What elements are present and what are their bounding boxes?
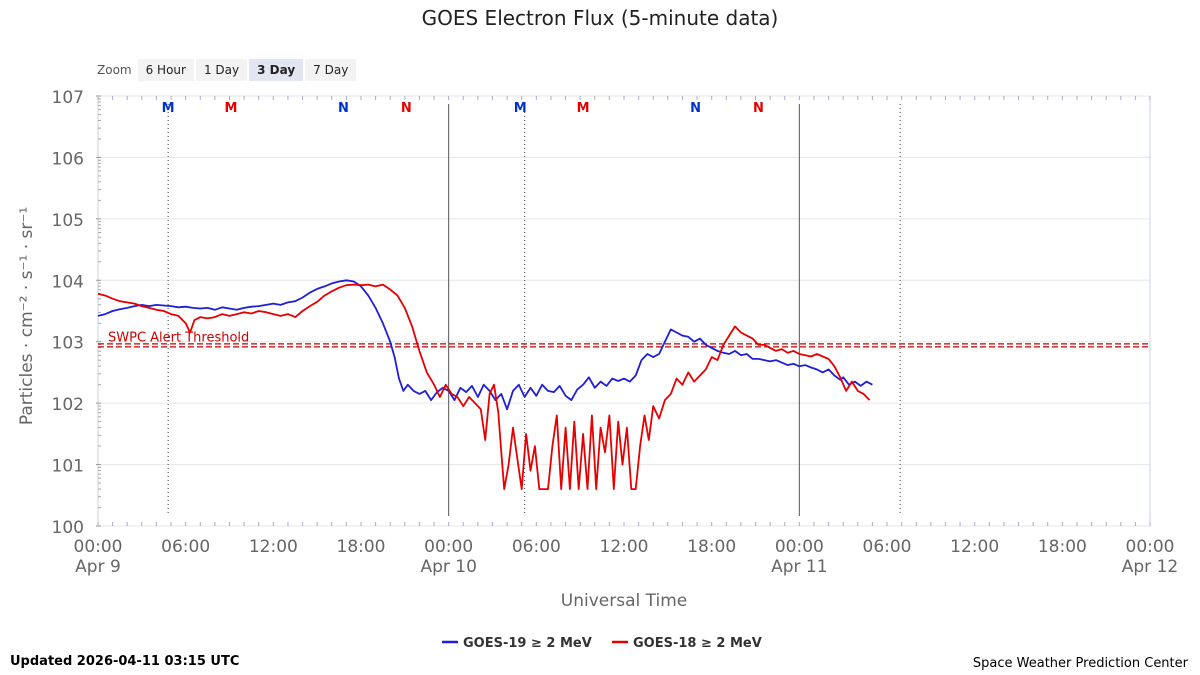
zoom-3-day-button[interactable]: 3 Day	[249, 59, 304, 81]
updated-timestamp: Updated 2026-04-11 03:15 UTC	[10, 654, 240, 669]
plot-area-border	[97, 95, 1151, 527]
x-tick-date-label: Apr 10	[420, 557, 476, 577]
x-tick-date-label: Apr 11	[771, 557, 827, 577]
series-line-goes-19	[97, 279, 873, 411]
y-tick-label: 100	[52, 518, 84, 538]
x-tick-time-label: 18:00	[337, 537, 386, 557]
y-tick-label: 105	[52, 211, 84, 231]
x-tick-time-label: 00:00	[775, 537, 824, 557]
x-tick-time-label: 06:00	[512, 537, 561, 557]
legend-item-label: GOES-19 ≥ 2 MeV	[463, 636, 592, 650]
x-tick-time-label: 12:00	[950, 537, 999, 557]
zoom-label: Zoom	[97, 63, 132, 77]
y-tick-label: 102	[52, 395, 84, 415]
zoom-6-hour-button[interactable]: 6 Hour	[137, 59, 194, 81]
x-tick-time-label: 18:00	[1038, 537, 1087, 557]
y-tick-label: 103	[52, 334, 84, 354]
x-tick-date-label: Apr 12	[1122, 557, 1178, 577]
x-tick-time-label: 12:00	[249, 537, 298, 557]
y-axis-title: Particles · cm⁻² · s⁻¹ · sr⁻¹	[17, 207, 37, 425]
y-tick-label: 104	[52, 272, 84, 292]
x-tick-date-label: Apr 9	[75, 557, 121, 577]
orbit-marker-label: M	[514, 101, 527, 116]
x-axis-title: Universal Time	[561, 591, 687, 611]
orbit-marker-label: N	[690, 101, 701, 116]
source-credit: Space Weather Prediction Center	[972, 656, 1188, 671]
y-tick-label: 107	[52, 88, 84, 108]
orbit-marker-label: M	[577, 101, 590, 116]
x-tick-time-label: 18:00	[687, 537, 736, 557]
chart-title: GOES Electron Flux (5-minute data)	[421, 6, 779, 30]
orbit-marker-label: N	[338, 101, 349, 116]
orbit-marker-label: N	[401, 101, 412, 116]
electron-flux-chart: 100 101 102 103 104 105 106 107 M M N N M M N N SWPC Ale…	[17, 88, 1178, 650]
x-tick-time-label: 06:00	[161, 537, 210, 557]
x-tick-time-label: 06:00	[863, 537, 912, 557]
zoom-toolbar: Zoom 6 Hour 1 Day 3 Day 7 Day	[93, 58, 358, 82]
y-tick-label: 101	[52, 457, 84, 477]
x-tick-time-label: 00:00	[1126, 537, 1175, 557]
x-tick-time-label: 00:00	[74, 537, 123, 557]
x-tick-time-label: 12:00	[600, 537, 649, 557]
threshold-label: SWPC Alert Threshold	[108, 330, 249, 345]
zoom-7-day-button[interactable]: 7 Day	[305, 59, 357, 81]
zoom-1-day-button[interactable]: 1 Day	[195, 59, 248, 81]
orbit-marker-label: N	[753, 101, 764, 116]
series-line-goes-18	[97, 283, 871, 490]
legend-item-label: GOES-18 ≥ 2 MeV	[633, 636, 762, 650]
x-tick-time-label: 00:00	[424, 537, 473, 557]
y-tick-label: 106	[52, 149, 84, 169]
orbit-marker-label: M	[162, 101, 175, 116]
orbit-marker-label: M	[224, 101, 237, 116]
